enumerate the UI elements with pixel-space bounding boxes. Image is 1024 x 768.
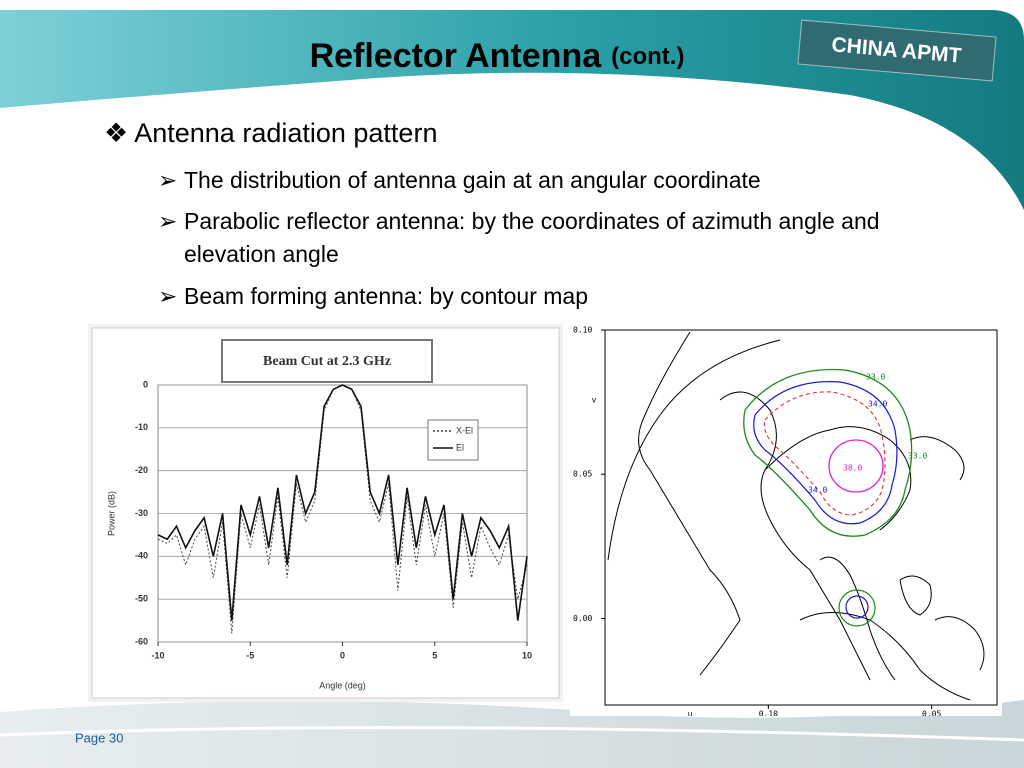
x-tick-label: 0 — [340, 650, 345, 660]
y-tick-label: 0.05 — [573, 470, 592, 479]
x-tick-label: 0.10 — [759, 710, 778, 717]
bullet-text: Beam forming antenna: by contour map — [184, 283, 589, 309]
slide-title: Reflector Antenna (cont.) — [310, 37, 685, 75]
title-suffix: (cont.) — [611, 43, 684, 70]
legend-label: X-El — [456, 425, 473, 435]
footer-swoosh — [0, 700, 1024, 768]
y-axis-label: Power (dB) — [106, 491, 116, 536]
bullet-text: Antenna radiation pattern — [134, 118, 438, 148]
top-edge — [0, 0, 1024, 10]
legend-box — [427, 419, 479, 461]
contour-label: 38.0 — [843, 464, 862, 473]
contour-label: 34.0 — [868, 400, 887, 409]
y-axis-label: v — [592, 396, 597, 405]
page-number: Page 30 — [75, 730, 123, 745]
title-main: Reflector Antenna — [310, 37, 603, 75]
contour-dashed — [763, 391, 886, 516]
legend-label: El — [456, 442, 464, 452]
y-tick-label: -50 — [135, 594, 148, 604]
logo: CHINA APMT — [797, 19, 997, 82]
contour-small-34 — [845, 595, 869, 619]
contour-small-33 — [838, 589, 876, 627]
y-tick-label: -10 — [135, 422, 148, 432]
series-line — [157, 384, 528, 621]
map-frame — [604, 329, 998, 706]
x-tick-label: -10 — [151, 650, 164, 660]
y-tick-label: -20 — [135, 465, 148, 475]
x-tick-label: 0.05 — [922, 710, 941, 717]
bullet-arrow: ➢ — [158, 283, 178, 309]
contour-label: 34.0 — [808, 486, 827, 495]
y-tick-label: 0.10 — [573, 326, 592, 335]
y-tick-label: -40 — [135, 551, 148, 561]
bullet-text: The distribution of antenna gain at an a… — [184, 167, 761, 193]
bullet-icon: ❖ — [104, 118, 129, 148]
x-axis-label: u — [688, 710, 693, 717]
chart-title: Beam Cut at 2.3 GHz — [263, 354, 391, 369]
logo-box — [797, 19, 997, 82]
y-tick-label: 0.00 — [573, 614, 592, 623]
contour-34 — [753, 381, 898, 525]
header-band — [0, 10, 1024, 210]
x-tick-label: 10 — [522, 650, 532, 660]
y-tick-label: -30 — [135, 508, 148, 518]
contour-38 — [828, 439, 884, 493]
bullet-text: Parabolic reflector antenna: by the coor… — [184, 208, 880, 267]
map-background — [570, 320, 1002, 716]
contour-map: 33.0 34.0 33.0 38.0 34.0 v u 0.10 0.05 0.0… — [570, 320, 1002, 716]
bullet-level2: ➢ Parabolic reflector antenna: by the coo… — [158, 205, 918, 271]
contour-33 — [743, 368, 913, 537]
bullet-level2: ➢ Beam forming antenna: by contour map — [158, 280, 918, 313]
title-box — [221, 339, 433, 383]
bullet-arrow: ➢ — [158, 167, 178, 193]
y-tick-label: 0 — [143, 379, 148, 389]
series-line — [157, 384, 528, 634]
footer-line — [0, 726, 1024, 742]
contour-label: 33.0 — [908, 452, 927, 461]
y-tick-label: -60 — [135, 636, 148, 646]
coastlines — [607, 331, 985, 701]
x-tick-label: -5 — [246, 650, 254, 660]
bullet-level1: ❖ Antenna radiation pattern — [104, 118, 437, 149]
x-axis-label: Angle (deg) — [319, 680, 366, 690]
x-tick-label: 5 — [432, 650, 437, 660]
bullet-level2: ➢ The distribution of antenna gain at an … — [158, 164, 918, 197]
contour-label: 33.0 — [866, 373, 885, 382]
bullet-arrow: ➢ — [158, 208, 178, 234]
